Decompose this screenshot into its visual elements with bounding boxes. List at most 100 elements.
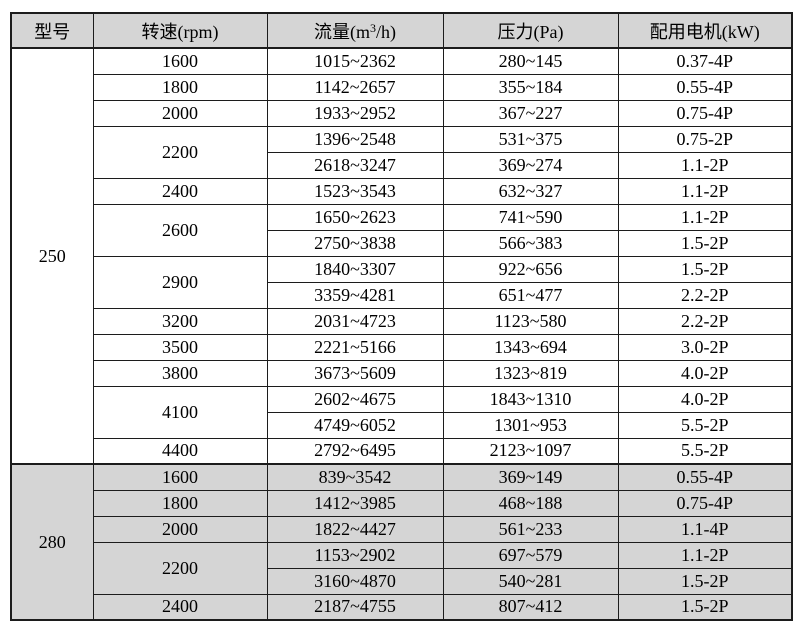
header-motor: 配用电机(kW) [617,12,793,49]
speed-cell: 2000 [92,515,268,543]
pressure-cell: 651~477 [442,281,619,309]
pressure-cell: 697~579 [442,541,619,569]
pressure-cell: 531~375 [442,125,619,153]
speed-cell: 1800 [92,73,268,101]
flow-cell: 1015~2362 [266,47,444,75]
motor-cell: 3.0-2P [617,333,793,361]
table-row: 4749~6052 1301~953 5.5-2P [11,411,793,439]
pressure-cell: 1843~1310 [442,385,619,413]
speed-cell: 2200 [92,125,268,179]
header-row: 型号 转速(rpm) 流量(m3/h) 压力(Pa) 配用电机(kW) [10,12,793,49]
table-row: 3200 2031~4723 1123~580 2.2-2P [11,307,793,335]
motor-cell: 5.5-2P [617,411,793,439]
header-flow: 流量(m3/h) [266,12,444,49]
flow-cell: 2618~3247 [266,151,444,179]
speed-cell: 3200 [92,307,268,335]
table-row: 2000 1822~4427 561~233 1.1-4P [11,515,793,543]
motor-cell: 4.0-2P [617,385,793,413]
motor-cell: 1.1-2P [617,541,793,569]
motor-cell: 1.1-2P [617,177,793,205]
table-row: 2400 1523~3543 632~327 1.1-2P [11,177,793,205]
pressure-cell: 561~233 [442,515,619,543]
table-row: 4100 2602~4675 1843~1310 4.0-2P [11,385,793,439]
flow-cell: 1822~4427 [266,515,444,543]
flow-cell: 3359~4281 [266,281,444,309]
table-row: 2200 1153~2902 697~579 1.1-2P [11,541,793,595]
speed-cell: 1800 [92,489,268,517]
flow-cell: 2221~5166 [266,333,444,361]
motor-cell: 1.5-2P [617,229,793,257]
flow-cell: 1840~3307 [266,255,444,283]
flow-cell: 2750~3838 [266,229,444,257]
motor-cell: 1.5-2P [617,255,793,283]
pressure-cell: 369~274 [442,151,619,179]
pressure-cell: 1343~694 [442,333,619,361]
pressure-cell: 566~383 [442,229,619,257]
flow-cell: 1650~2623 [266,203,444,231]
flow-cell: 1153~2902 [266,541,444,569]
table-row: 1800 1142~2657 355~184 0.55-4P [11,73,793,101]
header-model: 型号 [10,12,94,49]
pressure-cell: 1323~819 [442,359,619,387]
speed-cell: 1600 [92,47,268,75]
pressure-cell: 632~327 [442,177,619,205]
table-row: 2200 1396~2548 531~375 0.75-2P [11,125,793,179]
flow-cell: 2031~4723 [266,307,444,335]
flow-cell: 2792~6495 [266,437,444,465]
pressure-cell: 741~590 [442,203,619,231]
flow-cell: 2187~4755 [266,593,444,621]
speed-cell: 4400 [92,437,268,465]
model-cell: 250 [10,47,94,465]
spec-table: 型号 转速(rpm) 流量(m3/h) 压力(Pa) 配用电机(kW) 250 1… [10,12,793,621]
table-row: 250 1600 1015~2362 280~145 0.37-4P [10,47,793,465]
pressure-cell: 922~656 [442,255,619,283]
pressure-cell: 807~412 [442,593,619,621]
flow-cell: 1412~3985 [266,489,444,517]
table-row: 1800 1412~3985 468~188 0.75-4P [11,489,793,517]
table-row: 2750~3838 566~383 1.5-2P [11,229,793,257]
table-header: 型号 转速(rpm) 流量(m3/h) 压力(Pa) 配用电机(kW) [10,12,793,49]
speed-cell: 2400 [92,177,268,205]
table-body: 250 1600 1015~2362 280~145 0.37-4P 1800 1142~2… [10,47,793,621]
motor-cell: 1.5-2P [617,593,793,621]
motor-cell: 0.55-4P [617,73,793,101]
pressure-cell: 280~145 [442,47,619,75]
flow-cell: 1933~2952 [266,99,444,127]
table-row: 3160~4870 540~281 1.5-2P [11,567,793,595]
flow-cell: 1142~2657 [266,73,444,101]
speed-cell: 1600 [92,463,268,491]
table-row: 3800 3673~5609 1323~819 4.0-2P [11,359,793,387]
motor-cell: 0.37-4P [617,47,793,75]
header-flow-suffix: /h) [376,21,396,42]
spec-table-container: 型号 转速(rpm) 流量(m3/h) 压力(Pa) 配用电机(kW) 250 1… [10,12,793,621]
flow-cell: 839~3542 [266,463,444,491]
flow-cell: 2602~4675 [266,385,444,413]
motor-cell: 0.75-2P [617,125,793,153]
speed-cell: 2900 [92,255,268,309]
pressure-cell: 355~184 [442,73,619,101]
pressure-cell: 468~188 [442,489,619,517]
motor-cell: 1.1-4P [617,515,793,543]
table-row: 3359~4281 651~477 2.2-2P [11,281,793,309]
motor-cell: 4.0-2P [617,359,793,387]
motor-cell: 1.1-2P [617,203,793,231]
table-row: 2900 1840~3307 922~656 1.5-2P [11,255,793,309]
speed-cell: 2400 [92,593,268,621]
motor-cell: 2.2-2P [617,281,793,309]
flow-cell: 1396~2548 [266,125,444,153]
table-row: 2400 2187~4755 807~412 1.5-2P [11,593,793,621]
table-row: 280 1600 839~3542 369~149 0.55-4P [10,463,793,621]
table-row: 4400 2792~6495 2123~1097 5.5-2P [11,437,793,465]
pressure-cell: 2123~1097 [442,437,619,465]
table-row: 2618~3247 369~274 1.1-2P [11,151,793,179]
motor-cell: 0.55-4P [617,463,793,491]
flow-cell: 3160~4870 [266,567,444,595]
flow-cell: 4749~6052 [266,411,444,439]
motor-cell: 1.5-2P [617,567,793,595]
pressure-cell: 540~281 [442,567,619,595]
pressure-cell: 1123~580 [442,307,619,335]
motor-cell: 5.5-2P [617,437,793,465]
speed-cell: 2600 [92,203,268,257]
motor-cell: 0.75-4P [617,99,793,127]
speed-cell: 4100 [92,385,268,439]
